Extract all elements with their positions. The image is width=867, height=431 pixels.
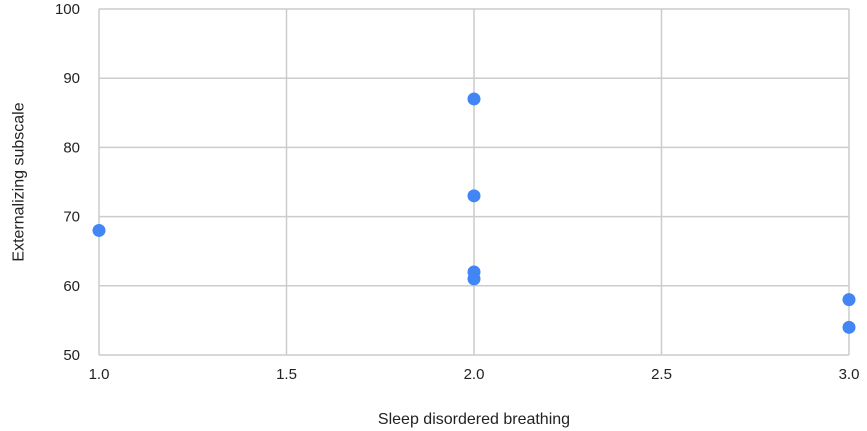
- x-tick-label: 2.5: [651, 366, 672, 383]
- y-tick-label: 70: [63, 209, 80, 226]
- data-point: [467, 92, 481, 106]
- x-tick-label: 1.5: [276, 366, 297, 383]
- data-point: [92, 223, 106, 237]
- y-tick-label: 50: [63, 347, 80, 364]
- x-tick-label: 1.0: [89, 366, 110, 383]
- data-point: [842, 293, 856, 307]
- y-tick-label: 60: [63, 278, 80, 295]
- x-axis-title: Sleep disordered breathing: [378, 411, 570, 428]
- y-tick-label: 80: [63, 139, 80, 156]
- data-point: [467, 272, 481, 286]
- tick-labels: 1.0 1.5 2.0 2.5 3.0 50 60 70 80 90 100: [55, 1, 859, 383]
- x-tick-label: 2.0: [464, 366, 485, 383]
- gridlines: [98, 8, 850, 356]
- data-points: [92, 92, 856, 334]
- x-tick-label: 3.0: [839, 366, 860, 383]
- y-tick-label: 100: [55, 1, 80, 18]
- data-point: [842, 320, 856, 334]
- y-tick-label: 90: [63, 70, 80, 87]
- y-axis-title: Externalizing subscale: [11, 102, 28, 261]
- data-point: [467, 189, 481, 203]
